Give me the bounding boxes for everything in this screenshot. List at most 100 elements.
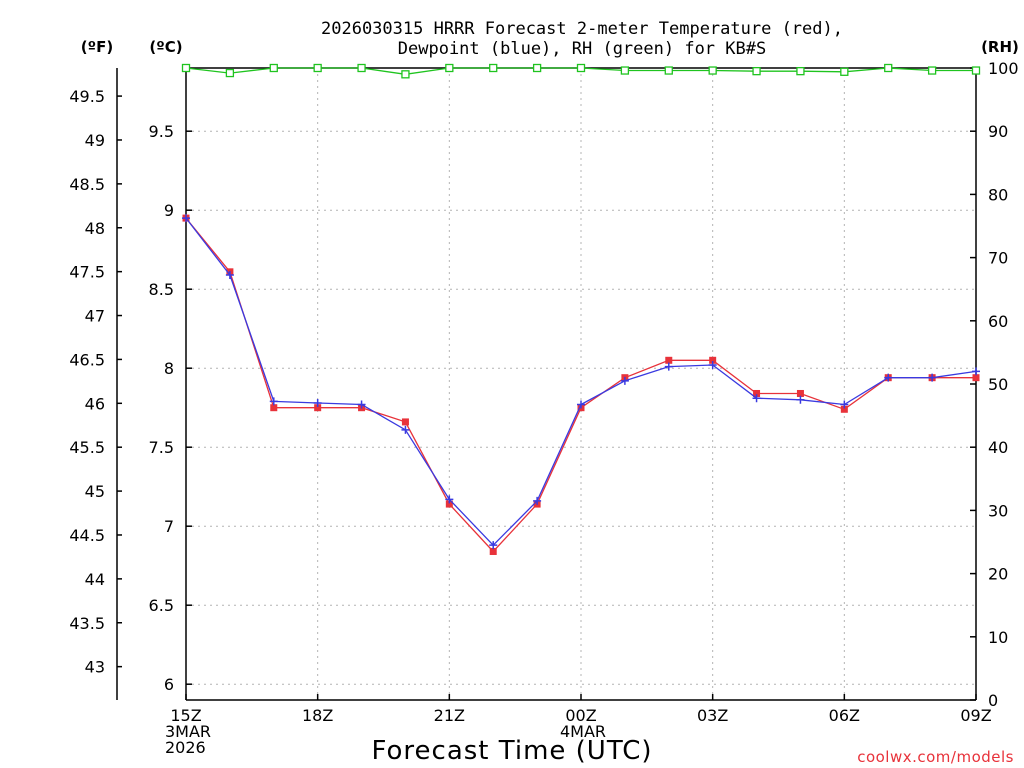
temperature-point-18 (972, 374, 980, 382)
fahrenheit-tick-label-8: 47 (85, 307, 105, 326)
rh-point-16 (884, 63, 893, 73)
fahrenheit-tick-label-4: 45 (85, 482, 105, 501)
rh-point-6 (445, 63, 454, 73)
time-tick-label-0-2: 2026 (165, 738, 206, 757)
dewpoint-point-13 (752, 394, 761, 403)
rh-tick-label-1: 10 (988, 628, 1008, 647)
rh-point-11 (664, 66, 673, 75)
rh-point-14 (796, 67, 805, 76)
rh-point-0 (181, 63, 191, 73)
fahrenheit-tick-label-5: 45.5 (69, 438, 105, 457)
dewpoint-point-11 (664, 362, 673, 371)
fahrenheit-tick-label-11: 48.5 (69, 175, 105, 194)
celsius-tick-label-5: 8.5 (149, 280, 174, 299)
rh-tick-label-5: 50 (988, 375, 1008, 394)
dewpoint-point-14 (796, 395, 805, 404)
rh-point-7 (489, 63, 498, 73)
dewpoint-point-8 (533, 496, 542, 505)
celsius-unit-label: (ºC) (149, 38, 182, 56)
rh-point-10 (620, 66, 630, 75)
time-tick-label-1-0: 18Z (302, 706, 333, 725)
fahrenheit-axis-ticks: 43 43.5 44 44.5 45 45.5 46 46.5 47 47.5 48 48.5 49 49… (69, 87, 122, 677)
grid-layer (186, 68, 976, 700)
time-tick-label-3-0: 00Z (565, 706, 596, 725)
rh-point-1 (225, 68, 235, 78)
rh-point-8 (532, 63, 542, 73)
temperature-point-15 (840, 405, 848, 413)
fahrenheit-tick-label-13: 49.5 (69, 87, 105, 106)
rh-point-9 (576, 63, 586, 73)
rh-tick-label-6: 60 (988, 312, 1008, 331)
dewpoint-point-12 (708, 361, 717, 370)
time-tick-label-5-0: 06Z (829, 706, 860, 725)
temperature-point-14 (796, 389, 804, 397)
rh-point-3 (313, 63, 322, 73)
rh-axis-ticks: 0 10 20 30 40 50 60 70 80 90 100 (970, 59, 1019, 710)
fahrenheit-tick-label-2: 44 (85, 570, 105, 589)
celsius-tick-label-3: 7.5 (149, 438, 174, 457)
dewpoint-point-16 (884, 373, 893, 382)
dewpoint-point-1 (225, 270, 234, 279)
dewpoint-point-9 (577, 400, 585, 409)
celsius-tick-label-4: 8 (164, 359, 174, 378)
time-tick-label-0-1: 3MAR (165, 722, 211, 741)
time-tick-label-0-0: 15Z (170, 706, 201, 725)
rh-tick-label-0: 0 (988, 691, 998, 710)
temperature-point-11 (665, 356, 673, 364)
temperature-point-13 (753, 389, 761, 397)
series-layer (181, 63, 981, 555)
dewpoint-point-5 (401, 425, 410, 434)
celsius-tick-label-1: 6.5 (149, 596, 174, 615)
fahrenheit-tick-label-9: 47.5 (69, 263, 105, 282)
temperature-point-2 (270, 404, 278, 412)
dewpoint-point-15 (840, 400, 849, 409)
time-tick-label-3-1: 4MAR (560, 722, 606, 741)
rh-point-4 (357, 63, 366, 73)
dewpoint-point-6 (445, 495, 454, 504)
rh-point-17 (927, 66, 937, 75)
dewpoint-point-4 (357, 400, 366, 409)
rh-tick-label-10: 100 (988, 59, 1019, 78)
celsius-tick-label-7: 9.5 (149, 122, 174, 141)
rh-point-12 (708, 66, 717, 75)
fahrenheit-tick-label-0: 43 (85, 658, 105, 677)
celsius-axis-ticks: 6 6.5 7 7.5 8 8.5 9 9.5 (149, 122, 192, 694)
rh-point-18 (971, 66, 981, 75)
temperature-point-7 (489, 547, 497, 555)
time-tick-label-6-0: 09Z (960, 706, 991, 725)
source-credit: coolwx.com/models (857, 748, 1014, 766)
x-axis-label: Forecast Time (UTC) (371, 736, 652, 766)
celsius-tick-label-0: 6 (164, 675, 174, 694)
celsius-tick-label-6: 9 (164, 201, 174, 220)
rh-tick-label-9: 90 (988, 122, 1008, 141)
temperature-point-12 (709, 356, 717, 364)
time-tick-label-2-0: 21Z (434, 706, 465, 725)
dewpoint-point-2 (269, 397, 278, 406)
rh-point-13 (752, 67, 761, 76)
fahrenheit-tick-label-3: 44.5 (69, 526, 105, 545)
dewpoint-point-17 (928, 373, 937, 382)
rh-tick-label-8: 80 (988, 185, 1008, 204)
fahrenheit-tick-label-10: 48 (85, 219, 105, 238)
temperature-point-5 (401, 418, 409, 426)
dewpoint-point-3 (313, 398, 322, 407)
time-tick-label-4-0: 03Z (697, 706, 728, 725)
fahrenheit-unit-label: (ºF) (81, 38, 113, 56)
dewpoint-point-18 (972, 367, 980, 376)
temperature-point-6 (445, 500, 453, 508)
dewpoint-point-7 (489, 541, 498, 550)
dewpoint-point-10 (620, 376, 629, 385)
rh-tick-label-3: 30 (988, 501, 1008, 520)
celsius-tick-label-2: 7 (164, 517, 174, 536)
rh-point-2 (269, 63, 278, 73)
fahrenheit-tick-label-6: 46 (85, 394, 105, 413)
rh-unit-label: (RH) (981, 38, 1019, 56)
fahrenheit-tick-label-7: 46.5 (69, 350, 105, 369)
fahrenheit-tick-label-1: 43.5 (69, 614, 105, 633)
fahrenheit-tick-label-12: 49 (85, 131, 105, 150)
rh-point-5 (401, 70, 410, 79)
rh-tick-label-2: 20 (988, 565, 1008, 584)
chart-title-line-1: 2026030315 HRRR Forecast 2-meter Tempera… (321, 19, 843, 39)
rh-tick-label-7: 70 (988, 249, 1008, 268)
